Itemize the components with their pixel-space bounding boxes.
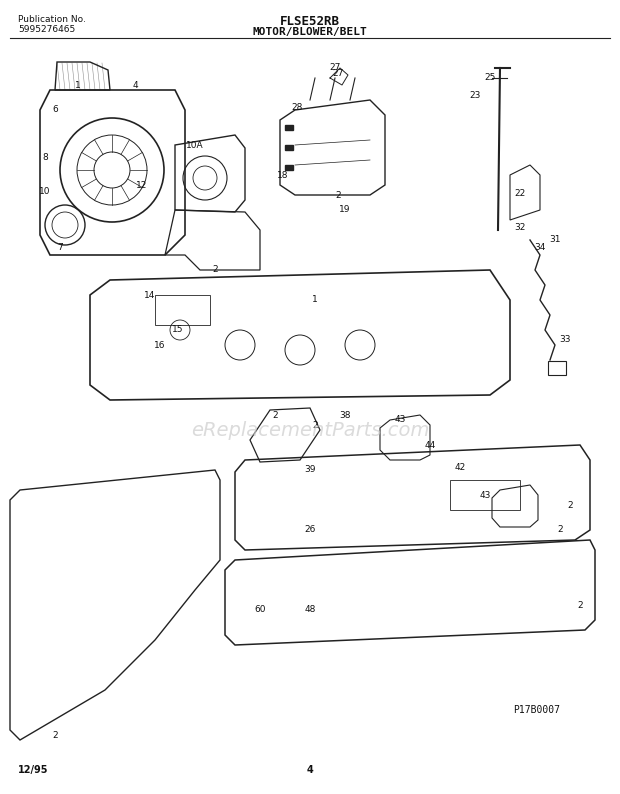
Text: 43: 43: [479, 491, 490, 499]
Text: 18: 18: [277, 171, 289, 179]
Text: 2: 2: [567, 500, 573, 510]
Text: 27: 27: [332, 68, 343, 78]
Bar: [155, 295, 210, 325]
Text: 4: 4: [307, 765, 313, 775]
Text: 12: 12: [136, 180, 148, 190]
Text: 2: 2: [312, 421, 318, 430]
Text: 23: 23: [469, 91, 481, 99]
Text: 27: 27: [329, 63, 340, 72]
Text: 12/95: 12/95: [18, 765, 48, 775]
Text: 25: 25: [484, 74, 495, 83]
Text: 6: 6: [52, 106, 58, 114]
Text: eReplacementParts.com: eReplacementParts.com: [191, 421, 429, 440]
Text: 2: 2: [557, 526, 563, 534]
Text: 10A: 10A: [186, 141, 204, 149]
Text: FLSE52RB: FLSE52RB: [280, 15, 340, 28]
Text: MOTOR/BLOWER/BELT: MOTOR/BLOWER/BELT: [252, 27, 368, 37]
Text: 2: 2: [52, 730, 58, 739]
Text: 14: 14: [144, 291, 156, 299]
Text: 43: 43: [394, 415, 405, 425]
Text: 7: 7: [57, 244, 63, 252]
Text: 2: 2: [272, 410, 278, 419]
Text: 2: 2: [577, 600, 583, 610]
Text: 44: 44: [424, 441, 436, 449]
Bar: [285, 165, 293, 170]
Text: 16: 16: [154, 341, 166, 349]
Text: 32: 32: [515, 223, 526, 233]
Text: 28: 28: [291, 103, 303, 113]
Bar: [285, 145, 293, 150]
Text: 2: 2: [335, 191, 341, 199]
Text: 4: 4: [132, 80, 138, 90]
Text: 1: 1: [312, 295, 318, 305]
Bar: [450, 480, 520, 510]
Bar: [548, 361, 566, 375]
Text: 31: 31: [549, 236, 560, 245]
Text: 48: 48: [304, 606, 316, 615]
Text: 38: 38: [339, 410, 351, 419]
Bar: [285, 125, 293, 130]
Text: 15: 15: [172, 326, 184, 334]
Text: 10: 10: [39, 187, 51, 196]
Text: 8: 8: [42, 153, 48, 163]
Text: 42: 42: [454, 464, 466, 472]
Text: 33: 33: [559, 336, 571, 345]
Text: 26: 26: [304, 526, 316, 534]
Text: Publication No.: Publication No.: [18, 15, 86, 24]
Text: 34: 34: [534, 244, 546, 252]
Text: 1: 1: [75, 80, 81, 90]
Text: 19: 19: [339, 206, 351, 214]
Text: 39: 39: [304, 465, 316, 475]
Text: P17B0007: P17B0007: [513, 705, 560, 715]
Text: 5995276465: 5995276465: [18, 25, 75, 34]
Text: 2: 2: [212, 265, 218, 275]
Text: 22: 22: [515, 188, 526, 198]
Text: 60: 60: [254, 606, 266, 615]
